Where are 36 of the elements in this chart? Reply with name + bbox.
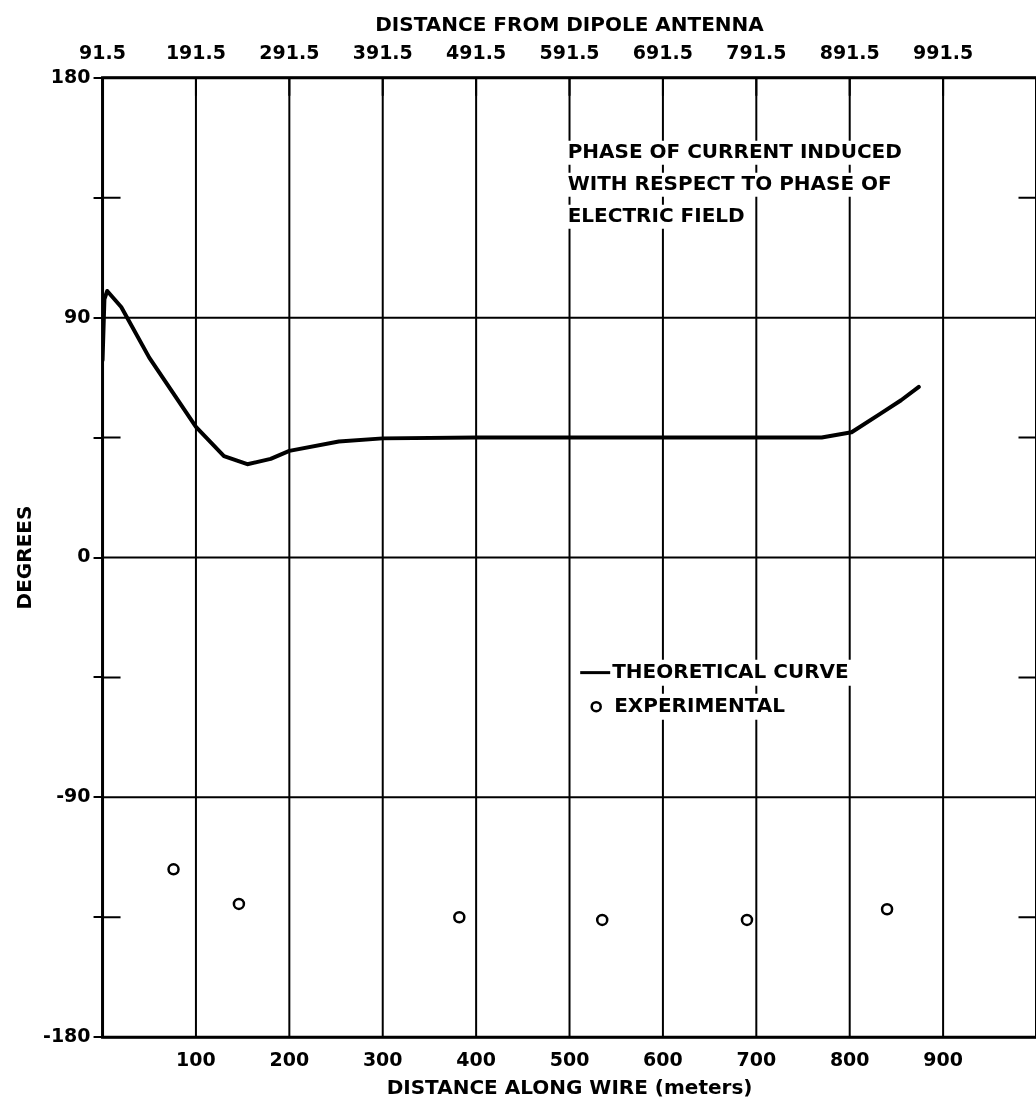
x-tick-label: 300	[362, 1047, 403, 1070]
x2-tick-label: 991.5	[913, 41, 974, 64]
point	[232, 897, 246, 911]
y-tick-label: 180	[50, 64, 91, 87]
legend-label: EXPERIMENTAL	[614, 692, 786, 717]
y-tick-label: 0	[77, 544, 91, 567]
x2-tick-label: 191.5	[165, 41, 226, 64]
x-tick-label: 200	[269, 1047, 310, 1070]
x-axis-title: DISTANCE ALONG WIRE (meters)	[386, 1075, 753, 1100]
x2-tick-label: 291.5	[259, 41, 320, 64]
x2-tick-label: 791.5	[726, 41, 787, 64]
y-tick-label: -180	[43, 1024, 91, 1047]
x-tick-label: 900	[923, 1047, 963, 1070]
x2-tick-label: 491.5	[446, 41, 507, 64]
x2-tick-label: 691.5	[632, 41, 693, 64]
x-tick-label: 100	[176, 1047, 216, 1070]
point	[740, 913, 754, 927]
x-tick-label: 800	[829, 1047, 870, 1070]
y-tick-label: -90	[56, 784, 91, 807]
point	[453, 911, 466, 924]
x2-tick-label: 91.5	[79, 41, 126, 64]
x-tick-label: 500	[549, 1047, 590, 1070]
x2-tick-label: 891.5	[819, 41, 880, 64]
point	[880, 903, 894, 916]
y-axis-title: DEGREES	[12, 505, 37, 610]
x-tick-label: 400	[456, 1047, 496, 1070]
x2-tick-label: 591.5	[539, 41, 600, 64]
x2-axis-title: DISTANCE FROM DIPOLE ANTENNA	[375, 12, 765, 37]
y-tick-label: 90	[64, 304, 91, 327]
point	[167, 863, 180, 876]
x-tick-label: 700	[736, 1047, 777, 1070]
x2-tick-label: 391.5	[352, 41, 413, 64]
x-tick-label: 600	[643, 1047, 683, 1070]
point	[595, 913, 609, 927]
legend-label: THEORETICAL CURVE	[612, 658, 849, 683]
annotation: PHASE OF CURRENT INDUCED WITH RESPECT TO PHASE OF ELECTRIC FIELD	[567, 138, 902, 227]
